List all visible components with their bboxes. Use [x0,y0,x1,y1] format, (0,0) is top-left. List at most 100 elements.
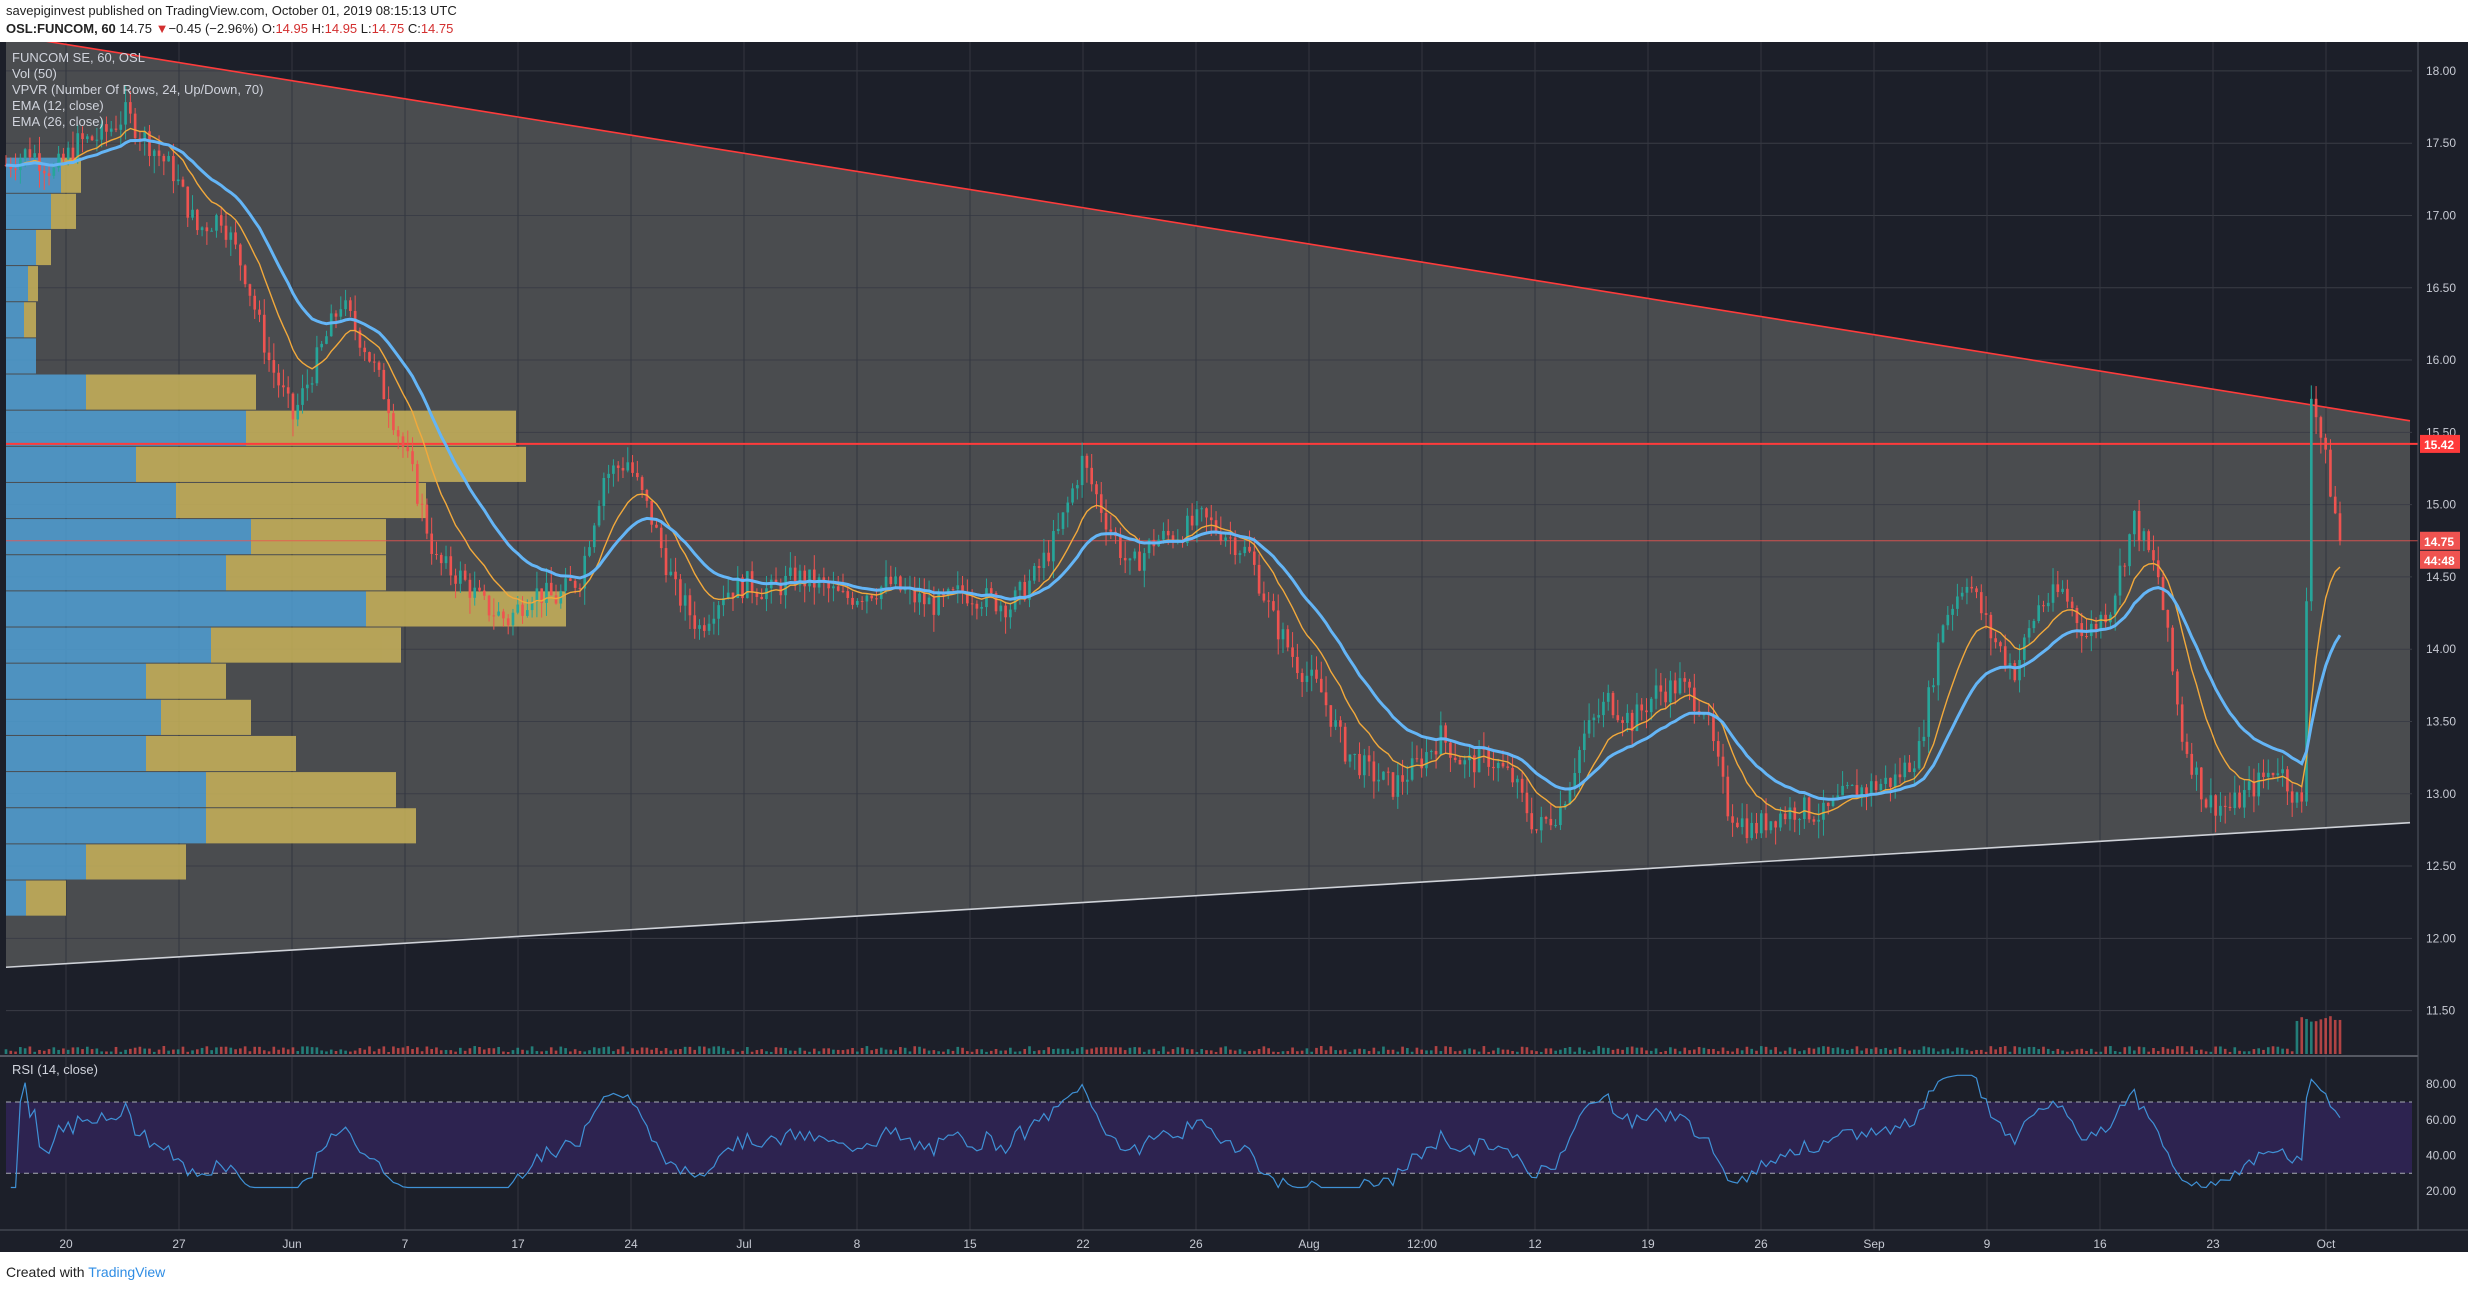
candle-body [1434,751,1438,755]
vpvr-down-bar [36,229,51,266]
change-arrow-icon: ▼ [155,21,169,36]
candle-body [836,586,840,591]
candle-body [602,477,606,507]
volume-bar [2238,1050,2241,1054]
volume-bar [1506,1049,1510,1054]
rsi-tick-label: 80.00 [2426,1077,2456,1091]
volume-bar [1999,1047,2002,1054]
volume-bar [162,1046,166,1054]
time-tick-label: Oct [2317,1237,2336,1251]
candle-body [1549,818,1553,826]
volume-bar [411,1048,414,1054]
volume-bar [1066,1048,1070,1054]
vpvr-up-bar [6,266,28,302]
volume-bar [1544,1048,1548,1054]
candle-body [401,436,405,448]
candle-body [133,113,137,139]
volume-bar [597,1048,601,1054]
open-value: 14.95 [275,21,308,36]
volume-bar [148,1048,151,1054]
volume-bar [28,1046,32,1054]
candle-body [2109,614,2112,623]
volume-bar [57,1049,60,1054]
candle-body [808,569,811,587]
volume-bar [497,1046,500,1054]
candle-body [382,369,386,400]
volume-bar [655,1047,658,1054]
candle-body [468,579,472,598]
volume-bar [1740,1050,1744,1054]
candle-body [1822,802,1825,820]
time-tick-label: 24 [624,1237,638,1251]
rsi-tick-label: 20.00 [2426,1184,2456,1198]
chart-svg[interactable]: 18.0017.5017.0016.5016.0015.5015.0014.50… [0,33,2468,1252]
candle-body [549,582,553,596]
candle-body [731,592,735,599]
volume-bar [478,1047,481,1054]
vpvr-down-bar [24,302,36,338]
candle-body [846,591,850,598]
volume-bar [2329,1016,2332,1054]
volume-bar [937,1051,940,1054]
candle-body [33,153,37,158]
volume-bar [1013,1051,1017,1054]
volume-bar [1649,1050,1653,1054]
volume-bar [774,1047,778,1054]
volume-bar [286,1049,290,1054]
candle-body [1535,829,1538,831]
vpvr-down-bar [226,555,386,591]
candle-body [1257,564,1261,594]
candle-body [1056,528,1060,532]
publisher-name[interactable]: savepiginvest [6,3,85,18]
candle-body [1994,638,1997,643]
legend-vpvr[interactable]: VPVR (Number Of Rows, 24, Up/Down, 70) [12,82,264,97]
candle-body [1334,720,1337,727]
candle-body [1750,822,1754,838]
candle-body [1138,551,1141,571]
legend-ema12[interactable]: EMA (12, close) [12,98,104,113]
candle-body [210,230,213,232]
legend-vol[interactable]: Vol (50) [12,66,57,81]
legend-ema26[interactable]: EMA (26, close) [12,114,104,129]
candle-body [875,598,878,600]
volume-bar [2243,1051,2246,1054]
volume-bar [1181,1047,1184,1054]
legend-title[interactable]: FUNCOM SE, 60, OSL [12,50,145,65]
candle-body [71,147,75,160]
volume-bar [1774,1047,1777,1054]
volume-bar [526,1050,529,1054]
candle-body [1018,581,1022,591]
volume-bar [999,1050,1003,1054]
candle-body [2281,769,2284,774]
candle-body [1300,673,1304,682]
volume-bar [932,1050,936,1054]
candle-body [195,209,199,231]
candle-body [2118,565,2122,596]
rsi-legend[interactable]: RSI (14, close) [12,1062,98,1077]
volume-bar [516,1047,520,1054]
candle-body [640,477,644,491]
volume-bar [1166,1051,1170,1054]
volume-bar [616,1049,620,1054]
volume-bar [2338,1019,2342,1054]
volume-bar [401,1047,405,1054]
tradingview-logo[interactable]: TradingView [88,1264,166,1280]
volume-bar [1138,1047,1141,1054]
volume-bar [1587,1051,1591,1054]
volume-bar [267,1051,271,1054]
volume-bar [784,1048,787,1054]
candle-body [23,149,27,159]
volume-bar [1171,1049,1175,1054]
volume-bar [1989,1046,1993,1054]
volume-bar [1329,1046,1333,1054]
candle-body [1023,581,1027,600]
volume-bar [1391,1049,1395,1054]
chart-area[interactable]: 18.00 17.50 17.00 16.50 16.00 15.50 15.00 14.50… [0,33,2468,1252]
price-tick-label: 18.00 [2426,64,2456,78]
candle-body [1592,717,1596,721]
volume-bar [573,1049,577,1054]
volume-bar [1616,1048,1620,1054]
candle-body [372,361,376,363]
candle-body [726,592,730,599]
volume-bar [502,1051,505,1054]
